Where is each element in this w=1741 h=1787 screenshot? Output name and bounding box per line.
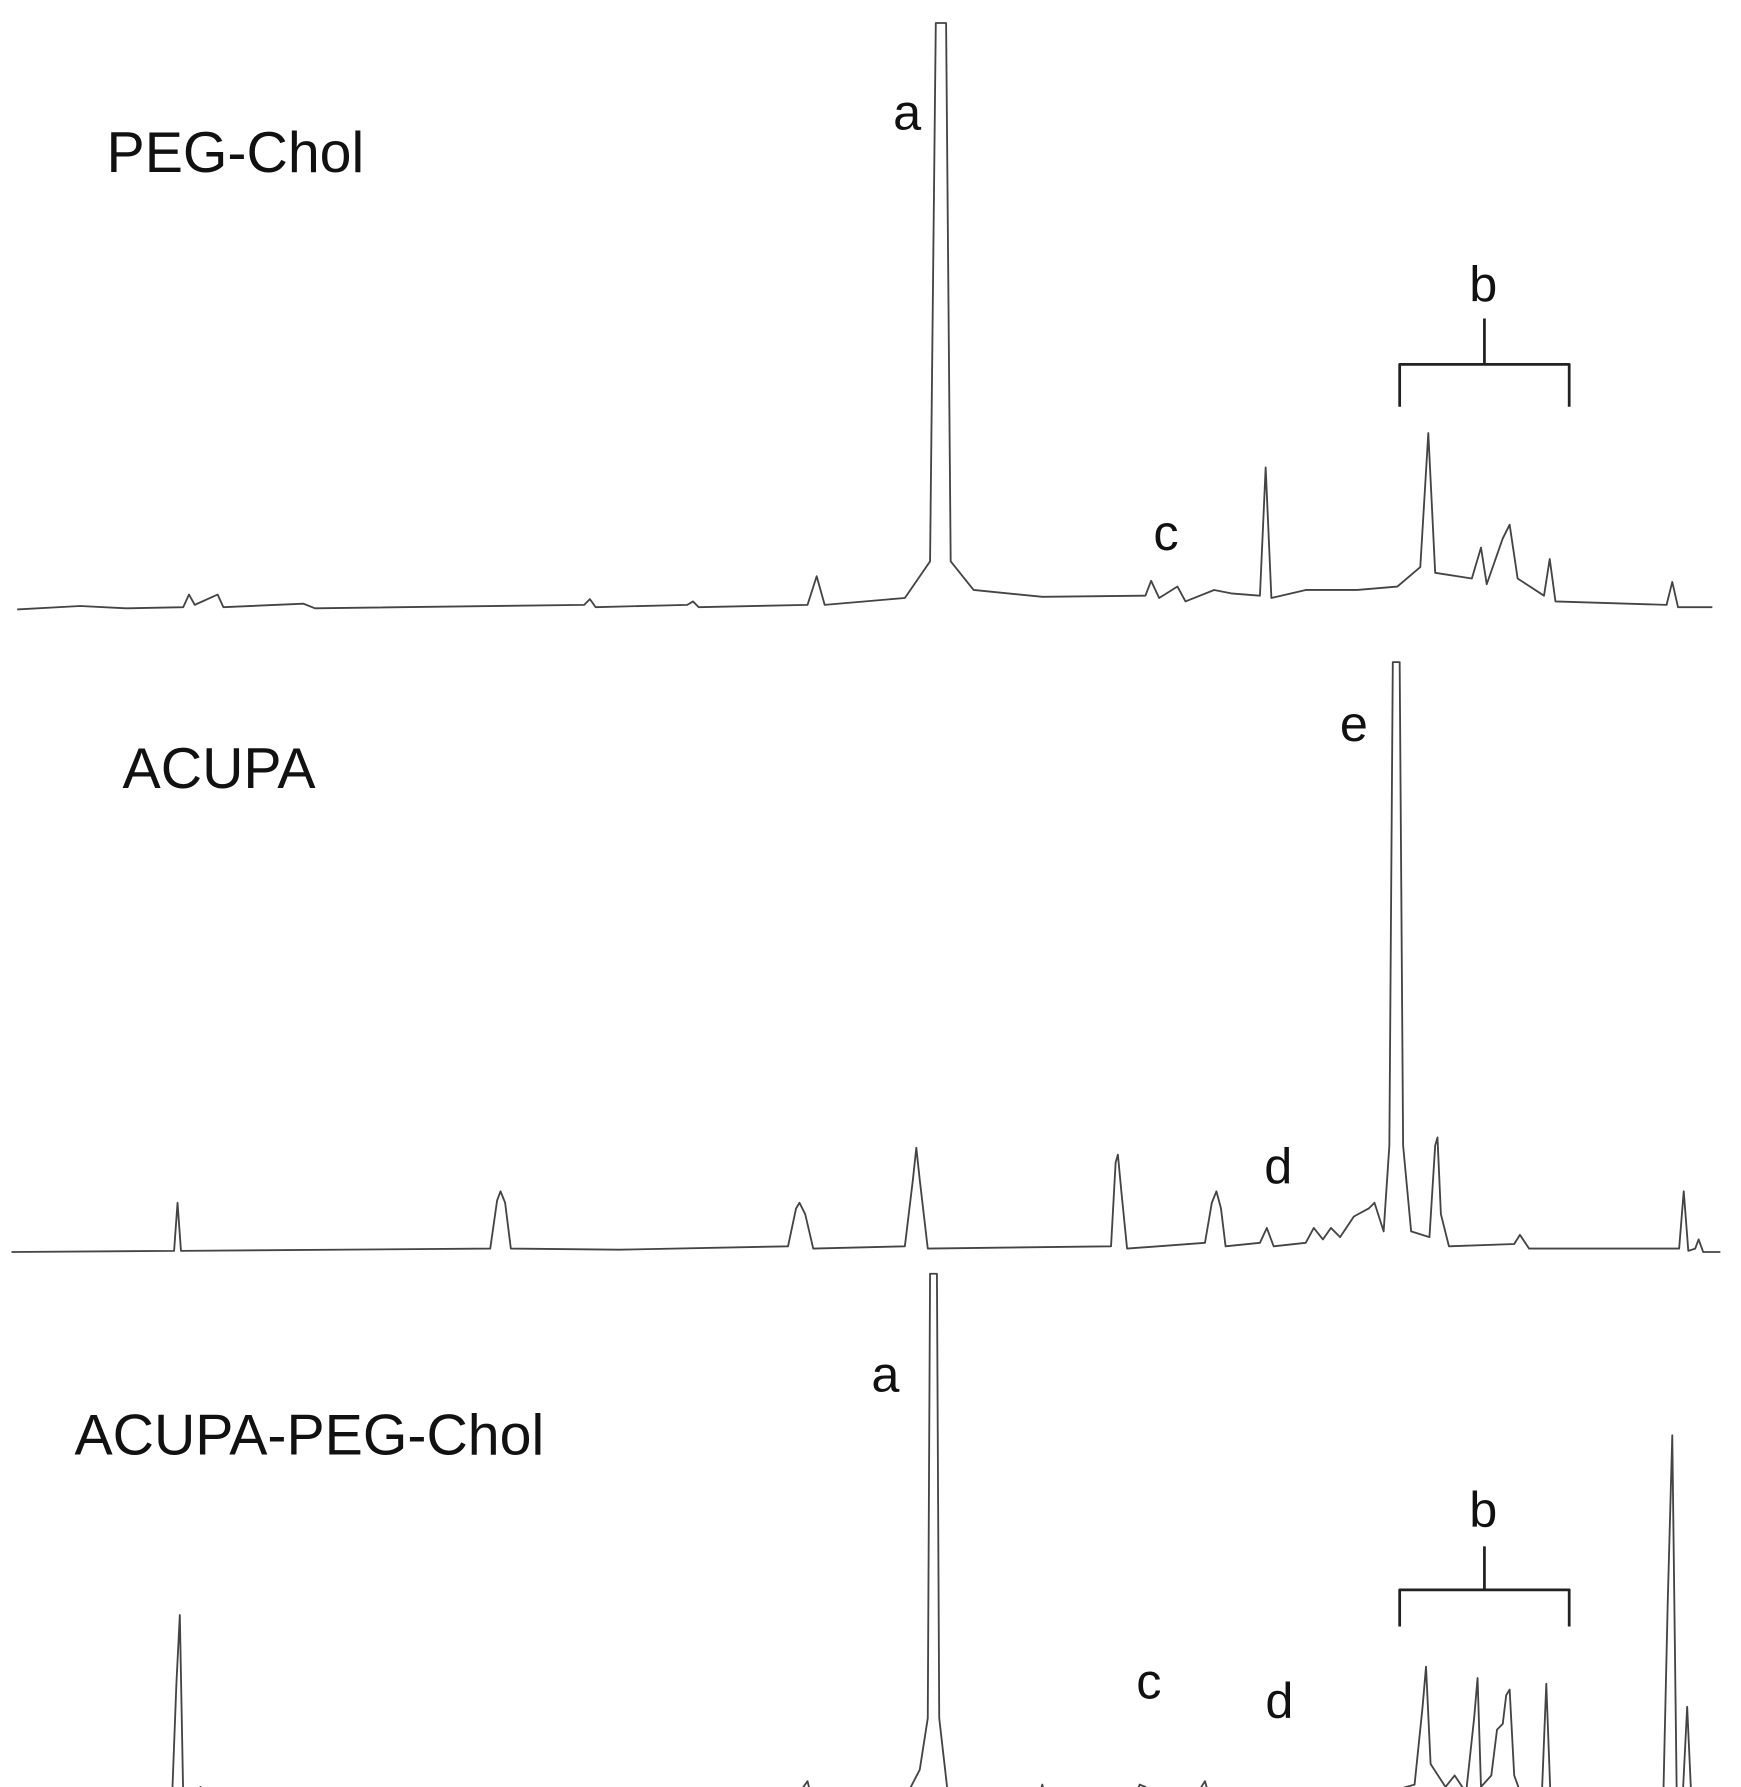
peak-label: e xyxy=(1340,695,1368,752)
bracket xyxy=(1398,318,1571,407)
peak-label: c xyxy=(1153,504,1178,561)
spectrum-trace xyxy=(17,22,1713,611)
peak-label: a xyxy=(871,1346,900,1403)
bracket xyxy=(1398,1546,1571,1627)
spectrum-trace xyxy=(171,1272,1692,1787)
peak-label: c xyxy=(1136,1653,1161,1710)
peak-label: a xyxy=(893,84,922,141)
peak-label: b xyxy=(1469,1481,1497,1538)
spectrum-name: ACUPA xyxy=(123,737,317,801)
spectrum-name: ACUPA-PEG-Chol xyxy=(74,1404,544,1468)
peak-label: d xyxy=(1265,1672,1293,1729)
peak-label: d xyxy=(1264,1137,1292,1194)
spectrum-trace xyxy=(11,661,1721,1253)
peak-label: b xyxy=(1469,255,1497,312)
spectrum-name: PEG-Chol xyxy=(107,121,365,185)
